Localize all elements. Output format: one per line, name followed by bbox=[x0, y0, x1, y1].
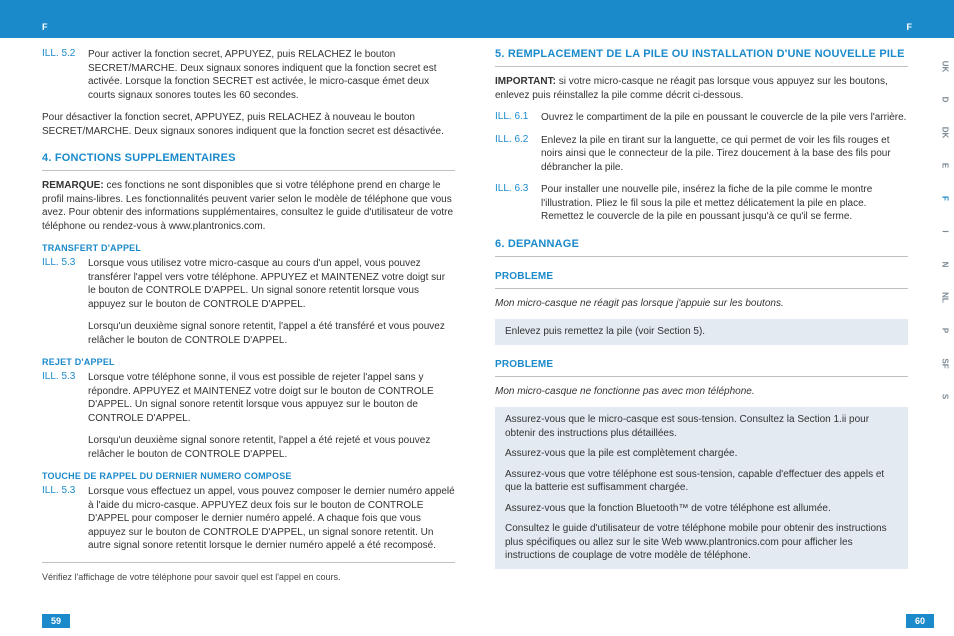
ill-label: ILL. 5.3 bbox=[42, 257, 80, 311]
probleme-heading-1: PROBLEME bbox=[495, 271, 908, 282]
ill-label: ILL. 6.3 bbox=[495, 183, 533, 224]
ill-text: Pour activer la fonction secret, APPUYEZ… bbox=[88, 48, 455, 102]
answer-text: Assurez-vous que le micro-casque est sou… bbox=[505, 413, 898, 440]
probleme-heading-2: PROBLEME bbox=[495, 359, 908, 370]
footnote: Vérifiez l'affichage de votre téléphone … bbox=[42, 571, 455, 583]
divider bbox=[495, 288, 908, 289]
section-4-heading: 4. FONCTIONS SUPPLEMENTAIRES bbox=[42, 152, 455, 164]
lang-dk[interactable]: DK bbox=[941, 124, 950, 142]
ill-text: Pour installer une nouvelle pile, insére… bbox=[541, 183, 908, 224]
ill-6-2: ILL. 6.2 Enlevez la pile en tirant sur l… bbox=[495, 134, 908, 175]
ill-6-3: ILL. 6.3 Pour installer une nouvelle pil… bbox=[495, 183, 908, 224]
left-column: ILL. 5.2 Pour activer la fonction secret… bbox=[42, 48, 455, 636]
right-column: 5. REMPLACEMENT DE LA PILE OU INSTALLATI… bbox=[495, 48, 912, 636]
lang-f[interactable]: F bbox=[941, 190, 950, 208]
sub-rejet: REJET D'APPEL bbox=[42, 357, 455, 367]
sub-transfer: TRANSFERT D'APPEL bbox=[42, 243, 455, 253]
divider bbox=[495, 376, 908, 377]
ill-5-3b: ILL. 5.3 Lorsque votre téléphone sonne, … bbox=[42, 371, 455, 425]
divider bbox=[42, 562, 455, 563]
lang-s[interactable]: S bbox=[941, 388, 950, 406]
ill-label: ILL. 6.1 bbox=[495, 111, 533, 125]
answer-text: Assurez-vous que la fonction Bluetooth™ … bbox=[505, 502, 898, 516]
deactivate-text: Pour désactiver la fonction secret, APPU… bbox=[42, 111, 455, 138]
ill-5-3c: ILL. 5.3 Lorsque vous effectuez un appel… bbox=[42, 485, 455, 553]
lang-i[interactable]: I bbox=[941, 223, 950, 241]
lang-sf[interactable]: SF bbox=[941, 355, 950, 373]
ill-text: Ouvrez le compartiment de la pile en pou… bbox=[541, 111, 908, 125]
ill-text: Lorsqu'un deuxième signal sonore retenti… bbox=[88, 320, 455, 347]
lang-uk[interactable]: UK bbox=[941, 58, 950, 76]
ill-text: Lorsque vous utilisez votre micro-casque… bbox=[88, 257, 455, 311]
divider bbox=[42, 170, 455, 171]
page-number-right: 60 bbox=[906, 614, 934, 628]
page-number-left: 59 bbox=[42, 614, 70, 628]
remarque-text: REMARQUE: REMARQUE: ces fonctions ne son… bbox=[42, 179, 455, 233]
lang-p[interactable]: P bbox=[941, 322, 950, 340]
problem-2-question: Mon micro-casque ne fonctionne pas avec … bbox=[495, 385, 908, 399]
top-bar: F F bbox=[0, 0, 954, 38]
header-lang-right: F bbox=[907, 22, 913, 32]
lang-e[interactable]: E bbox=[941, 157, 950, 175]
ill-label: ILL. 6.2 bbox=[495, 134, 533, 175]
header-lang-left: F bbox=[42, 22, 48, 32]
important-text: IMPORTANT: si votre micro-casque ne réag… bbox=[495, 75, 908, 102]
answer-text: Assurez-vous que la pile est complètemen… bbox=[505, 447, 898, 461]
ill-5-2: ILL. 5.2 Pour activer la fonction secret… bbox=[42, 48, 455, 102]
ill-label: ILL. 5.3 bbox=[42, 485, 80, 553]
problem-1-answer: Enlevez puis remettez la pile (voir Sect… bbox=[495, 319, 908, 345]
answer-text: Enlevez puis remettez la pile (voir Sect… bbox=[505, 325, 898, 339]
ill-text: Lorsque vous effectuez un appel, vous po… bbox=[88, 485, 455, 553]
ill-label: ILL. 5.3 bbox=[42, 371, 80, 425]
answer-text: Consultez le guide d'utilisateur de votr… bbox=[505, 522, 898, 563]
section-6-heading: 6. DEPANNAGE bbox=[495, 238, 908, 250]
lang-d[interactable]: D bbox=[941, 91, 950, 109]
ill-text: Enlevez la pile en tirant sur la languet… bbox=[541, 134, 908, 175]
ill-5-3b-cont: Lorsqu'un deuxième signal sonore retenti… bbox=[42, 434, 455, 461]
ill-text: Lorsqu'un deuxième signal sonore retenti… bbox=[88, 434, 455, 461]
problem-1-question: Mon micro-casque ne réagit pas lorsque j… bbox=[495, 297, 908, 311]
sub-rappel: TOUCHE DE RAPPEL DU DERNIER NUMERO COMPO… bbox=[42, 471, 455, 481]
problem-2-answers: Assurez-vous que le micro-casque est sou… bbox=[495, 407, 908, 569]
ill-5-3a: ILL. 5.3 Lorsque vous utilisez votre mic… bbox=[42, 257, 455, 311]
page-columns: ILL. 5.2 Pour activer la fonction secret… bbox=[42, 48, 912, 636]
section-5-heading: 5. REMPLACEMENT DE LA PILE OU INSTALLATI… bbox=[495, 48, 908, 60]
ill-text: Lorsque votre téléphone sonne, il vous e… bbox=[88, 371, 455, 425]
lang-n[interactable]: N bbox=[941, 256, 950, 274]
ill-5-3a-cont: Lorsqu'un deuxième signal sonore retenti… bbox=[42, 320, 455, 347]
divider bbox=[495, 256, 908, 257]
language-tabs: UK D DK E F I N NL P SF S bbox=[936, 38, 954, 636]
divider bbox=[495, 66, 908, 67]
answer-text: Assurez-vous que votre téléphone est sou… bbox=[505, 468, 898, 495]
ill-6-1: ILL. 6.1 Ouvrez le compartiment de la pi… bbox=[495, 111, 908, 125]
ill-label: ILL. 5.2 bbox=[42, 48, 80, 102]
lang-nl[interactable]: NL bbox=[941, 289, 950, 307]
